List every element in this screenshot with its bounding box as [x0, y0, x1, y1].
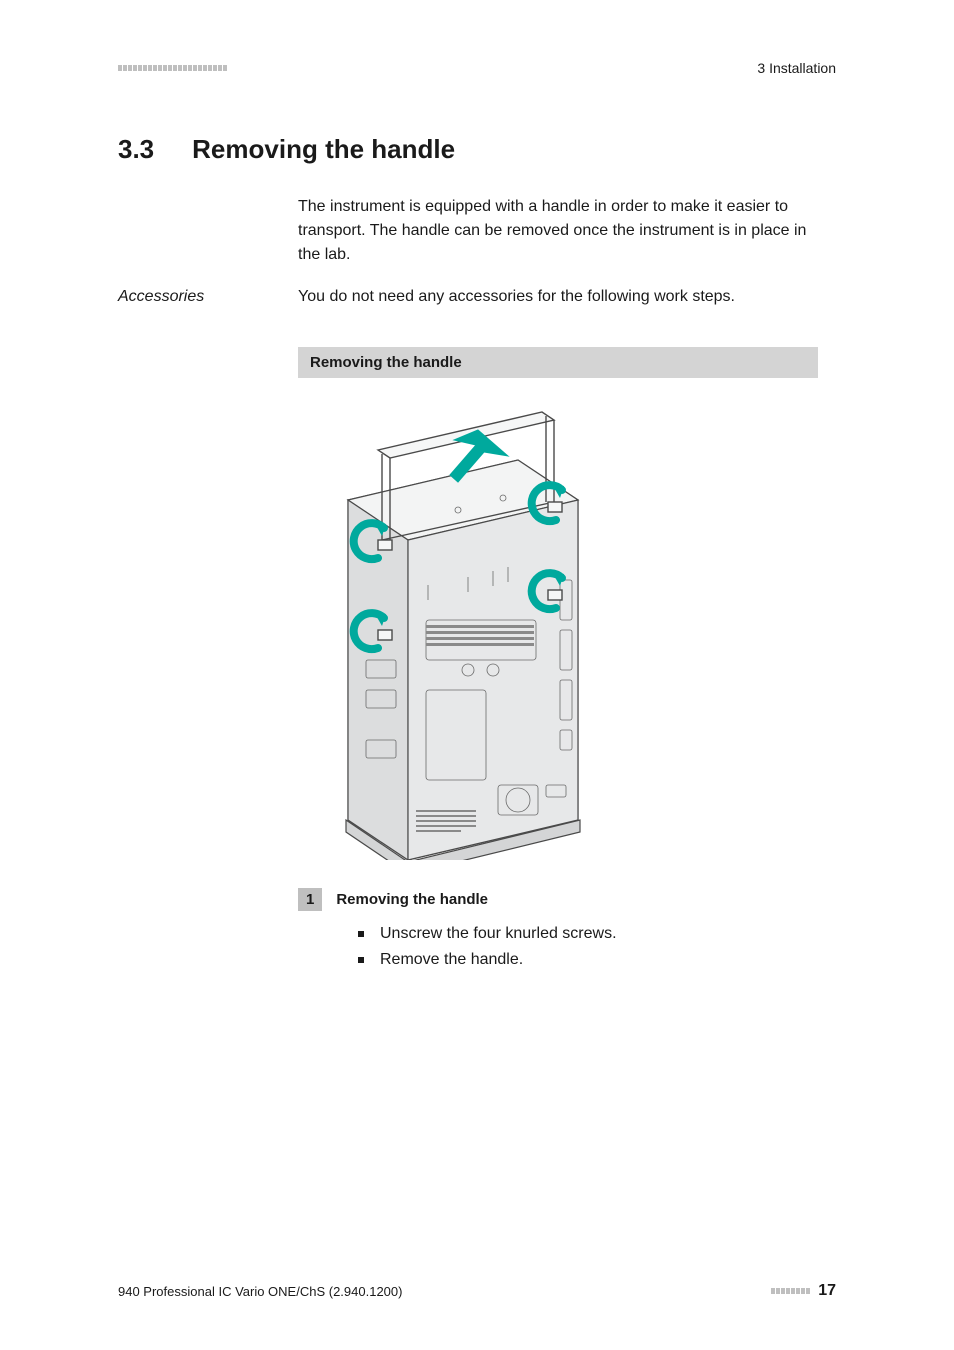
step-title: Removing the handle: [336, 888, 488, 908]
page-number: 17: [818, 1282, 836, 1300]
figure-container: [298, 390, 818, 860]
step-bullets: Unscrew the four knurled screws.Remove t…: [358, 921, 818, 972]
procedure-block: Removing the handle: [298, 347, 818, 972]
accessories-row: Accessories You do not need any accessor…: [118, 285, 836, 309]
intro-block: The instrument is equipped with a handle…: [298, 195, 818, 267]
steps-container: 1 Removing the handle Unscrew the four knu…: [298, 888, 818, 972]
step-bullet-item: Remove the handle.: [358, 947, 818, 973]
footer-doc-id: 940 Professional IC Vario ONE/ChS (2.940…: [118, 1284, 402, 1299]
intro-paragraph: The instrument is equipped with a handle…: [298, 195, 818, 267]
header-row: 3 Installation: [118, 60, 836, 76]
step-number-badge: 1: [298, 888, 322, 911]
section-title: Removing the handle: [192, 134, 455, 165]
footer-ticks: [771, 1288, 810, 1294]
footer-right: 17: [771, 1282, 836, 1300]
header-ticks: [118, 65, 227, 71]
accessories-label: Accessories: [118, 288, 298, 306]
footer: 940 Professional IC Vario ONE/ChS (2.940…: [118, 1282, 836, 1300]
section-number: 3.3: [118, 134, 154, 165]
step-bullet-item: Unscrew the four knurled screws.: [358, 921, 818, 947]
accessories-text: You do not need any accessories for the …: [298, 285, 818, 309]
page: 3 Installation 3.3 Removing the handle T…: [0, 0, 954, 1350]
section-heading: 3.3 Removing the handle: [118, 134, 836, 165]
instrument-diagram: [308, 390, 618, 860]
step-row: 1 Removing the handle: [298, 888, 818, 911]
procedure-header: Removing the handle: [298, 347, 818, 378]
chapter-reference: 3 Installation: [757, 60, 836, 76]
